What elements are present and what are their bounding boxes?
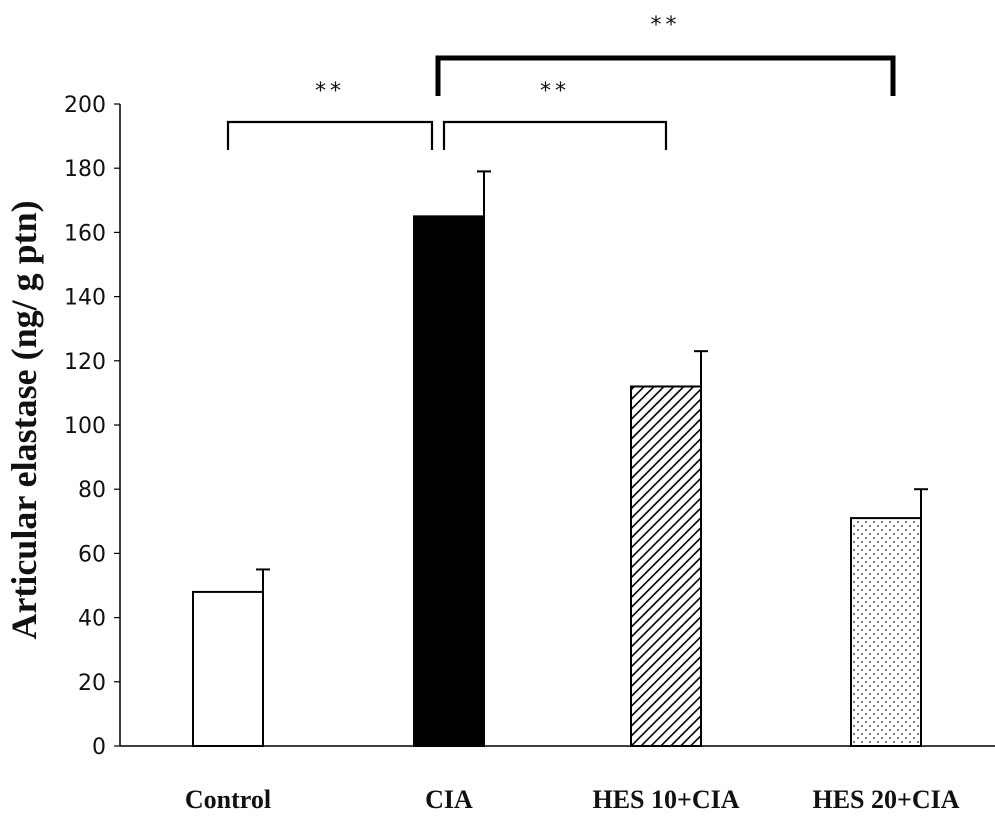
y-tick-label: 120 <box>64 350 106 375</box>
y-tick-label: 60 <box>78 542 106 567</box>
significance-bracket <box>442 120 668 150</box>
bar <box>630 385 702 747</box>
x-tick-label: Control <box>185 785 271 814</box>
y-tick-label: 200 <box>64 93 106 118</box>
y-tick-label: 20 <box>78 671 106 696</box>
y-tick-label: 180 <box>64 157 106 182</box>
x-tick-label: CIA <box>425 785 473 814</box>
y-tick-label: 160 <box>64 221 106 246</box>
x-tick-label: HES 10+CIA <box>592 785 739 814</box>
x-tick-label: HES 20+CIA <box>812 785 959 814</box>
significance-label: ** <box>540 79 570 104</box>
y-tick-label: 140 <box>64 286 106 311</box>
significance-bracket <box>435 55 896 96</box>
bar <box>413 215 485 748</box>
bar <box>192 590 264 747</box>
y-axis-label: Articular elastase (ng/ g ptn) <box>4 200 44 639</box>
y-tick-label: 0 <box>92 735 106 760</box>
bar <box>850 517 922 748</box>
y-tick-label: 40 <box>78 607 106 632</box>
significance-label: ** <box>315 79 345 104</box>
plot-area: 0 20 40 60 80 100 120 140 160 180 200 Control CIA HES… <box>64 13 995 814</box>
y-tick-label: 80 <box>78 478 106 503</box>
y-tick-label: 100 <box>64 414 106 439</box>
significance-label: ** <box>651 13 681 38</box>
significance-bracket <box>226 120 434 150</box>
